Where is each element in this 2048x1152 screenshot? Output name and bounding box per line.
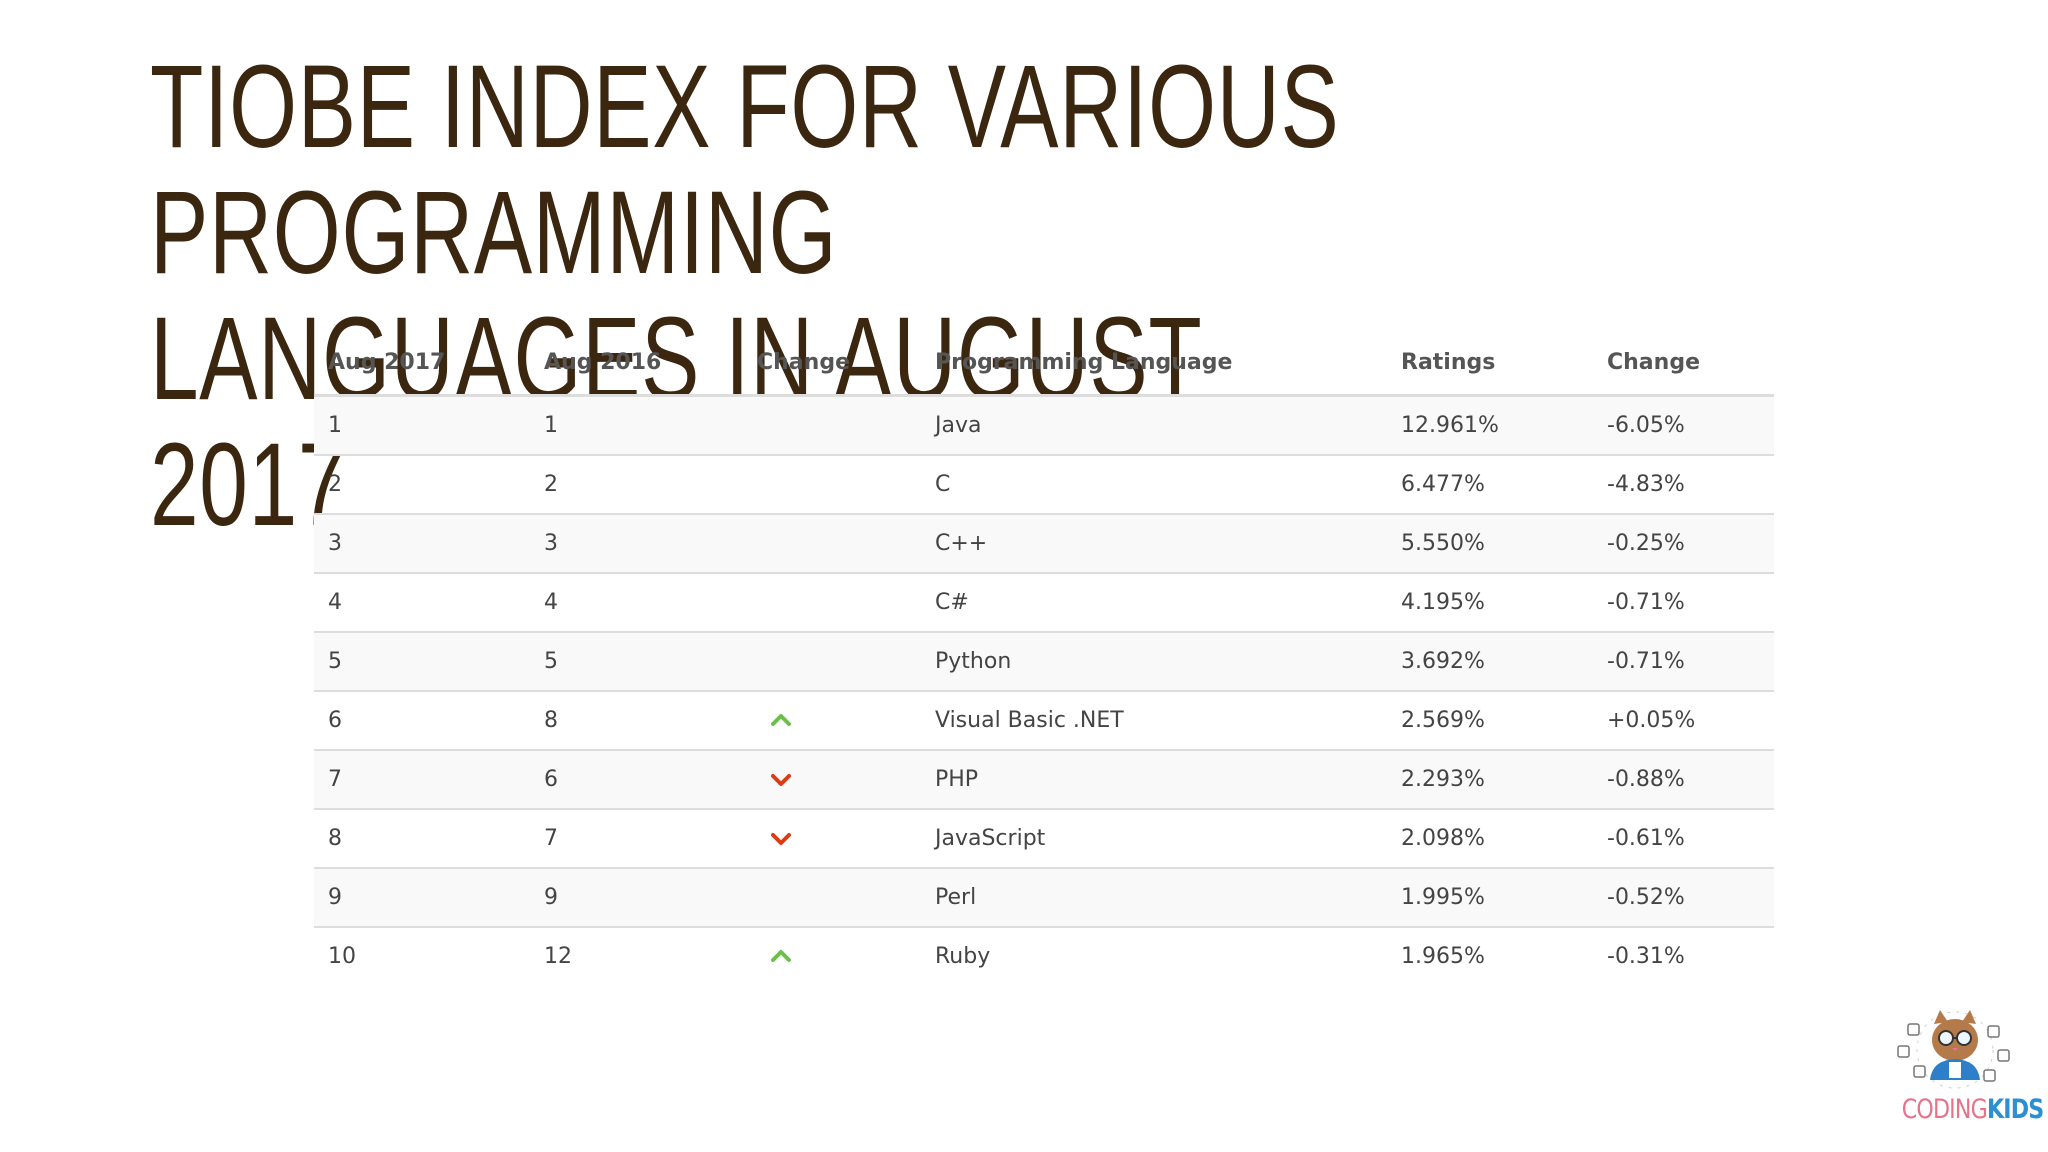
previous-rank-cell: 4 [530, 573, 743, 633]
previous-rank-cell: 2 [530, 455, 743, 515]
previous-rank-cell: 6 [530, 750, 743, 810]
trend-cell [743, 809, 921, 869]
language-cell: C# [921, 573, 1387, 633]
rating-cell: 1.995% [1387, 868, 1593, 928]
rating-change-cell: -0.61% [1593, 809, 1774, 869]
header-rating-change: Change [1593, 330, 1774, 397]
trend-cell [743, 868, 921, 928]
rating-cell: 5.550% [1387, 514, 1593, 574]
codingkids-logo: CODINGKIDS [1890, 1008, 2045, 1128]
trend-cell [743, 455, 921, 515]
previous-rank-cell: 5 [530, 632, 743, 692]
rank-cell: 1 [314, 395, 530, 456]
rank-cell: 9 [314, 868, 530, 928]
rank-cell: 2 [314, 455, 530, 515]
language-cell: JavaScript [921, 809, 1387, 869]
cat-mascot-icon [1897, 1010, 2010, 1089]
table-body: 1 1 Java 12.961% -6.05% 2 2 C 6.477% -4.83% 3 3 C++ 5… [314, 395, 1774, 986]
rating-cell: 2.293% [1387, 750, 1593, 810]
rank-cell: 10 [328, 944, 356, 969]
rating-cell: 12.961% [1387, 395, 1593, 456]
logo-wordmark: CODINGKIDS [1901, 1094, 2045, 1125]
rating-change-cell: -0.31% [1607, 944, 1685, 969]
language-cell: Python [921, 632, 1387, 692]
rating-change-cell: -0.52% [1593, 868, 1774, 928]
header-aug-2017: Aug 2017 [314, 330, 530, 397]
previous-rank-cell: 12 [544, 944, 572, 969]
table-row: 1 1 Java 12.961% -6.05% [314, 395, 1774, 456]
rating-change-cell: -4.83% [1593, 455, 1774, 515]
header-aug-2016: Aug 2016 [530, 330, 743, 397]
trend-cell [743, 514, 921, 574]
header-programming-language: Programming Language [921, 330, 1387, 397]
table-row: 5 5 Python 3.692% -0.71% [314, 632, 1774, 692]
previous-rank-cell: 1 [530, 395, 743, 456]
rating-cell: 6.477% [1387, 455, 1593, 515]
rating-cell: 2.569% [1387, 691, 1593, 751]
rating-change-cell: -0.25% [1593, 514, 1774, 574]
table-row: 3 3 C++ 5.550% -0.25% [314, 514, 1774, 574]
rating-cell: 1.965% [1401, 944, 1485, 969]
table-row: 8 7 JavaScript 2.098% -0.61% [314, 809, 1774, 869]
trend-cell [743, 927, 921, 985]
chevron-up-icon [771, 950, 791, 962]
previous-rank-cell: 7 [530, 809, 743, 869]
trend-cell [743, 691, 921, 751]
language-cell: C++ [921, 514, 1387, 574]
header-change-indicator: Change [743, 330, 921, 397]
table-header-row: Aug 2017 Aug 2016 Change Programming Lan… [314, 330, 1774, 397]
chevron-up-icon [771, 714, 791, 726]
rating-cell: 2.098% [1387, 809, 1593, 869]
previous-rank-cell: 9 [530, 868, 743, 928]
chevron-down-icon [771, 774, 791, 786]
rating-cell: 3.692% [1387, 632, 1593, 692]
language-cell: Java [921, 395, 1387, 456]
rank-cell: 3 [314, 514, 530, 574]
table-row: 9 9 Perl 1.995% -0.52% [314, 868, 1774, 928]
trend-cell [743, 632, 921, 692]
rating-cell: 4.195% [1387, 573, 1593, 633]
rating-change-cell: -6.05% [1593, 395, 1774, 456]
trend-cell [743, 573, 921, 633]
rating-change-cell: -0.71% [1593, 632, 1774, 692]
language-cell: Perl [921, 868, 1387, 928]
previous-rank-cell: 3 [530, 514, 743, 574]
trend-cell [743, 750, 921, 810]
trend-cell [743, 395, 921, 456]
logo-text-coding: CODING [1901, 1094, 1988, 1125]
table-row: 4 4 C# 4.195% -0.71% [314, 573, 1774, 633]
rank-cell: 6 [314, 691, 530, 751]
rank-cell: 8 [314, 809, 530, 869]
rank-cell: 4 [314, 573, 530, 633]
table-row: 6 8 Visual Basic .NET 2.569% +0.05% [314, 691, 1774, 751]
language-cell: C [921, 455, 1387, 515]
previous-rank-cell: 8 [530, 691, 743, 751]
rank-cell: 5 [314, 632, 530, 692]
table-row: 10 12 Ruby 1.965% -0.31% [314, 927, 1774, 985]
table-row: 2 2 C 6.477% -4.83% [314, 455, 1774, 515]
rating-change-cell: +0.05% [1593, 691, 1774, 751]
rating-change-cell: -0.88% [1593, 750, 1774, 810]
language-cell: Ruby [935, 944, 991, 969]
header-ratings: Ratings [1387, 330, 1593, 397]
rating-change-cell: -0.71% [1593, 573, 1774, 633]
rank-cell: 7 [314, 750, 530, 810]
tiobe-ranking-table: Aug 2017 Aug 2016 Change Programming Lan… [314, 330, 1774, 985]
logo-text-kids: KIDS [1986, 1094, 2044, 1125]
table-row: 7 6 PHP 2.293% -0.88% [314, 750, 1774, 810]
language-cell: Visual Basic .NET [921, 691, 1387, 751]
language-cell: PHP [921, 750, 1387, 810]
chevron-down-icon [771, 833, 791, 845]
